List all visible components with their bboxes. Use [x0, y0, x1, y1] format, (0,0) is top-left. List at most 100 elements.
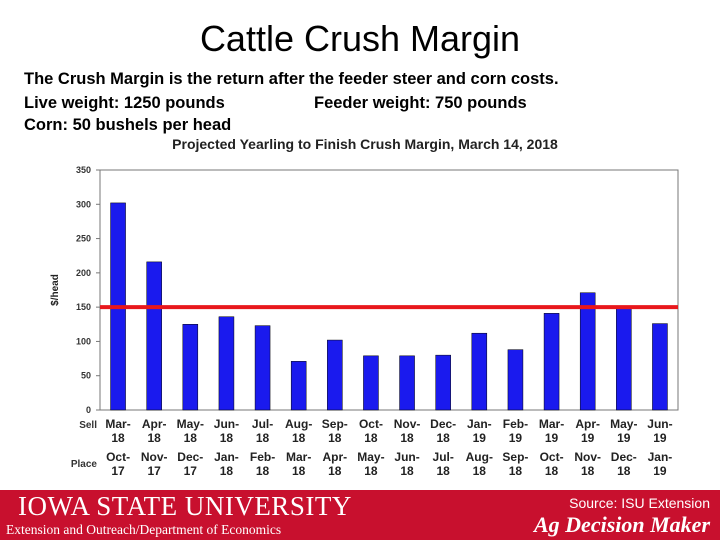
place-tick-label: 17: [184, 464, 198, 478]
place-tick-label: Nov-: [141, 450, 168, 464]
place-tick-label: 18: [473, 464, 487, 478]
place-tick-label: Jun-: [394, 450, 419, 464]
bar: [363, 355, 379, 411]
sell-tick-label: Jul-: [252, 417, 273, 431]
sell-tick-label: Jun-: [214, 417, 239, 431]
bar: [616, 305, 632, 411]
bar: [435, 354, 451, 411]
place-tick-label: 18: [400, 464, 414, 478]
y-tick-label: 100: [76, 336, 91, 346]
sell-tick-label: 18: [437, 431, 451, 445]
bar: [543, 313, 560, 411]
sell-tick-label: Feb-: [503, 417, 528, 431]
sell-tick-label: 18: [364, 431, 378, 445]
sell-row-label: Sell: [79, 420, 97, 431]
sell-tick-label: Jan-: [467, 417, 492, 431]
sell-tick-label: 18: [220, 431, 234, 445]
sell-tick-label: Aug-: [285, 417, 312, 431]
sell-tick-label: May-: [610, 417, 637, 431]
place-tick-label: May-: [357, 450, 384, 464]
sell-tick-label: Nov-: [394, 417, 421, 431]
bar: [399, 355, 415, 411]
place-tick-label: 18: [581, 464, 595, 478]
y-tick-label: 300: [76, 199, 91, 209]
place-tick-label: Oct-: [106, 450, 130, 464]
place-tick-label: 17: [148, 464, 162, 478]
place-tick-label: Jul-: [433, 450, 454, 464]
place-tick-label: Jan-: [648, 450, 673, 464]
place-tick-label: 19: [653, 464, 667, 478]
bar: [218, 316, 235, 411]
footer-bar: IOWA STATE UNIVERSITY Extension and Outr…: [0, 490, 720, 540]
y-tick-label: 0: [86, 405, 91, 415]
bar: [254, 325, 271, 411]
chart-title: Projected Yearling to Finish Crush Margi…: [172, 136, 558, 152]
y-tick-label: 250: [76, 234, 91, 244]
sell-tick-label: Mar-: [105, 417, 130, 431]
bar: [290, 361, 307, 411]
sell-tick-label: Mar-: [539, 417, 564, 431]
intro-live-weight: Live weight: 1250 pounds: [24, 94, 225, 112]
sell-tick-label: Apr-: [142, 417, 167, 431]
place-row-label: Place: [71, 459, 98, 470]
sell-tick-label: 18: [111, 431, 125, 445]
place-tick-label: Aug-: [466, 450, 493, 464]
sell-tick-label: 18: [256, 431, 270, 445]
place-tick-label: Jan-: [214, 450, 239, 464]
place-tick-label: 18: [328, 464, 342, 478]
y-tick-label: 200: [76, 268, 91, 278]
sell-tick-label: 18: [328, 431, 342, 445]
y-axis-label: $/head: [50, 274, 61, 306]
bar: [146, 261, 162, 411]
intro-corn: Corn: 50 bushels per head: [24, 116, 232, 134]
place-tick-label: 18: [617, 464, 631, 478]
bar: [652, 323, 668, 411]
place-tick-label: Apr-: [322, 450, 347, 464]
place-tick-label: Dec-: [177, 450, 203, 464]
sell-tick-label: 19: [509, 431, 523, 445]
y-tick-label: 350: [76, 165, 91, 175]
place-tick-label: Oct-: [540, 450, 564, 464]
sell-tick-label: Dec-: [430, 417, 456, 431]
place-tick-label: 18: [509, 464, 523, 478]
place-tick-label: 17: [111, 464, 125, 478]
sell-tick-label: May-: [177, 417, 204, 431]
sell-tick-label: 18: [184, 431, 198, 445]
sell-tick-label: 19: [653, 431, 667, 445]
place-tick-label: 18: [256, 464, 270, 478]
y-tick-label: 50: [81, 371, 91, 381]
crush-margin-chart: Projected Yearling to Finish Crush Margi…: [50, 136, 679, 478]
place-tick-label: 18: [437, 464, 451, 478]
place-tick-label: Mar-: [286, 450, 311, 464]
bar: [579, 292, 596, 411]
place-tick-label: Feb-: [250, 450, 275, 464]
place-tick-label: Dec-: [611, 450, 637, 464]
university-logo: IOWA STATE UNIVERSITY: [18, 491, 352, 521]
slide-title: Cattle Crush Margin: [199, 18, 521, 59]
place-tick-label: Sep-: [502, 450, 528, 464]
place-tick-label: 18: [220, 464, 234, 478]
department-label: Extension and Outreach/Department of Eco…: [6, 522, 282, 537]
ag-decision-maker-logo: Ag Decision Maker: [534, 512, 710, 537]
intro-feeder-weight: Feeder weight: 750 pounds: [314, 94, 527, 112]
sell-tick-label: 19: [581, 431, 595, 445]
plot-frame: [99, 169, 679, 411]
place-tick-label: 18: [292, 464, 306, 478]
bar: [182, 324, 199, 411]
bar: [327, 339, 343, 411]
bar: [507, 349, 524, 411]
intro-definition: The Crush Margin is the return after the…: [24, 70, 559, 88]
sell-tick-label: 18: [148, 431, 162, 445]
place-tick-label: 18: [364, 464, 378, 478]
sell-tick-label: 19: [617, 431, 631, 445]
source-note: Source: ISU Extension: [569, 495, 710, 511]
sell-tick-label: 19: [545, 431, 559, 445]
sell-tick-label: 19: [473, 431, 487, 445]
bar: [471, 332, 488, 411]
sell-tick-label: Oct-: [359, 417, 383, 431]
sell-tick-label: 18: [292, 431, 306, 445]
place-tick-label: Nov-: [574, 450, 601, 464]
place-tick-label: 18: [545, 464, 559, 478]
y-tick-label: 150: [76, 302, 91, 312]
sell-tick-label: Apr-: [575, 417, 600, 431]
